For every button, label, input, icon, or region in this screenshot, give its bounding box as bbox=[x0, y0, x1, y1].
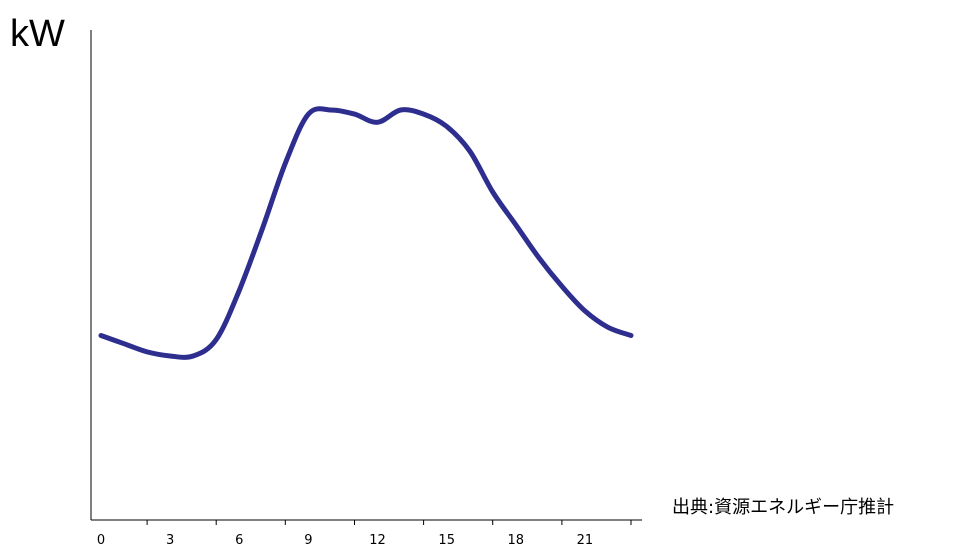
x-tick-label: 6 bbox=[235, 533, 243, 548]
x-tick-label: 12 bbox=[369, 533, 386, 548]
x-axis-tick-labels: 0 3 6 9 12 15 18 21 bbox=[97, 533, 593, 548]
y-axis-label: kW bbox=[10, 13, 65, 55]
x-tick-label: 15 bbox=[438, 533, 455, 548]
x-tick-label: 0 bbox=[97, 533, 105, 548]
x-tick-label: 21 bbox=[577, 533, 594, 548]
x-tick-label: 18 bbox=[508, 533, 525, 548]
series-line bbox=[98, 106, 634, 360]
source-note: 出典:資源エネルギー庁推計 bbox=[672, 497, 894, 518]
x-tick-label: 3 bbox=[166, 533, 174, 548]
x-tick-label: 9 bbox=[304, 533, 312, 548]
x-axis-ticks bbox=[146, 520, 632, 525]
